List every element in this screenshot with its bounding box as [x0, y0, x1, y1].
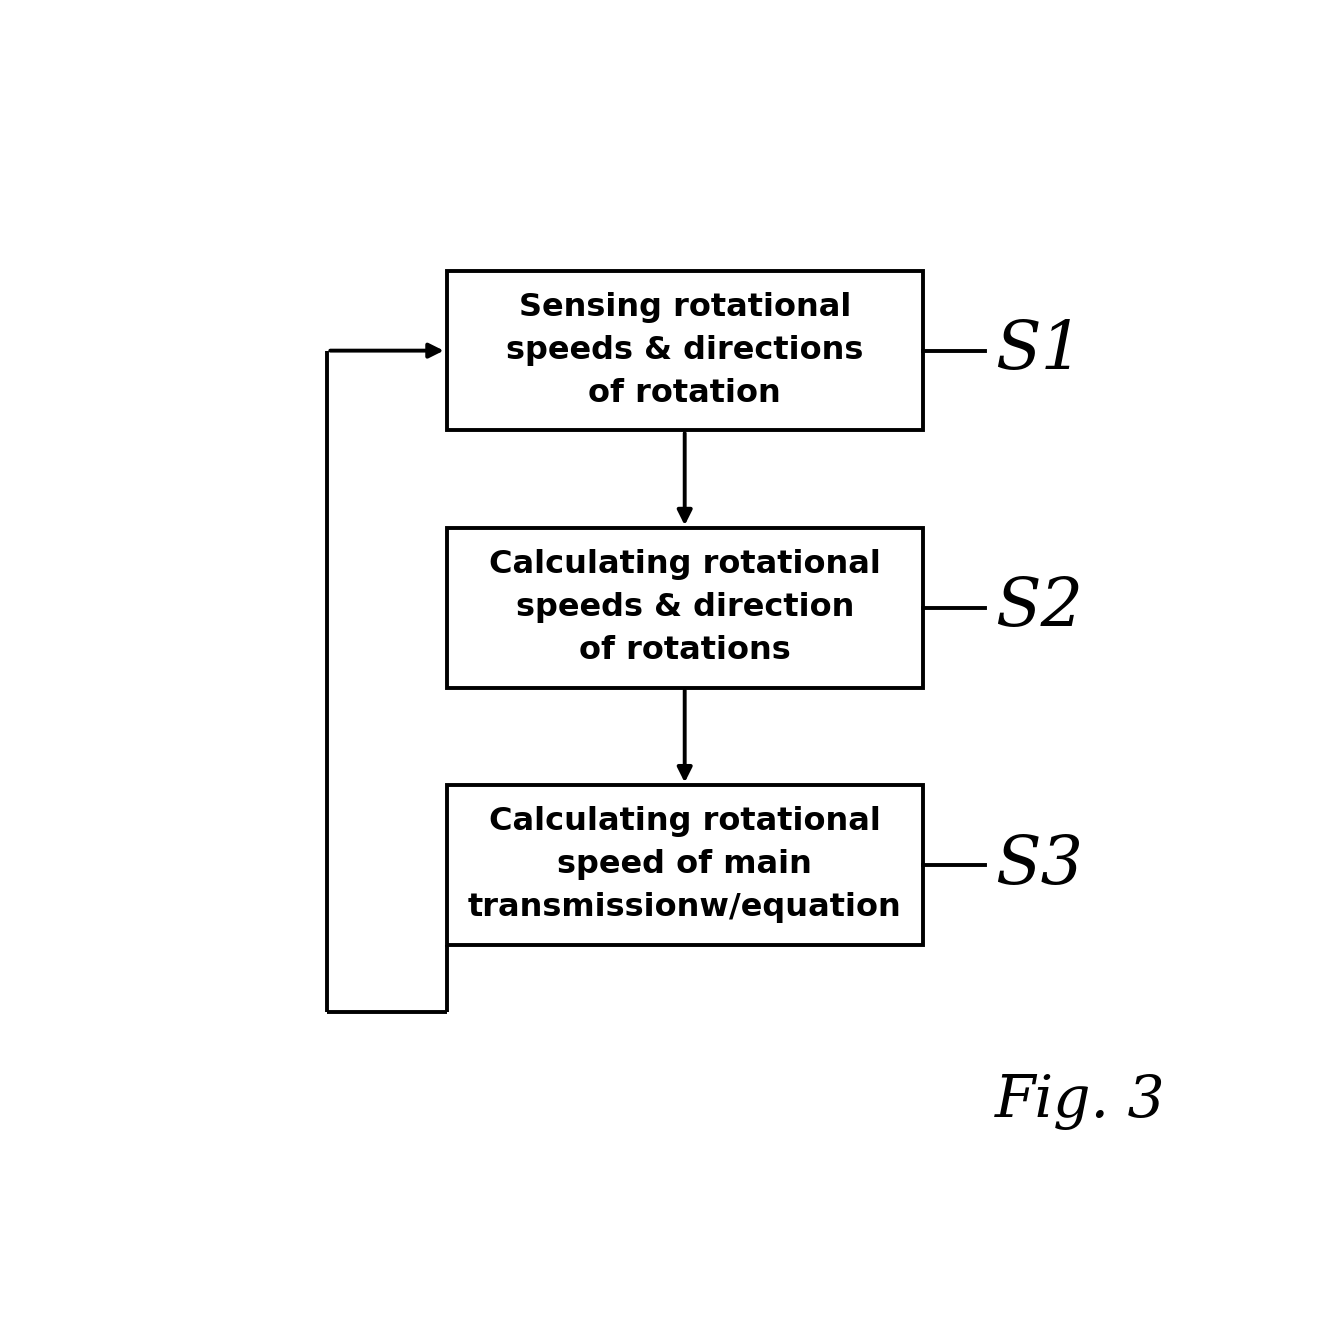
Text: Calculating rotational
speeds & direction
of rotations: Calculating rotational speeds & directio… — [489, 549, 880, 667]
Text: S2: S2 — [995, 576, 1083, 640]
Bar — [446, 786, 923, 945]
Bar — [446, 271, 923, 430]
Text: S1: S1 — [995, 318, 1083, 383]
Text: Sensing rotational
speeds & directions
of rotation: Sensing rotational speeds & directions o… — [506, 293, 863, 409]
Text: Fig. 3: Fig. 3 — [995, 1073, 1166, 1130]
Text: S3: S3 — [995, 832, 1083, 898]
Text: Calculating rotational
speed of main
transmissionw/equation: Calculating rotational speed of main tra… — [468, 807, 902, 923]
Bar — [446, 528, 923, 688]
